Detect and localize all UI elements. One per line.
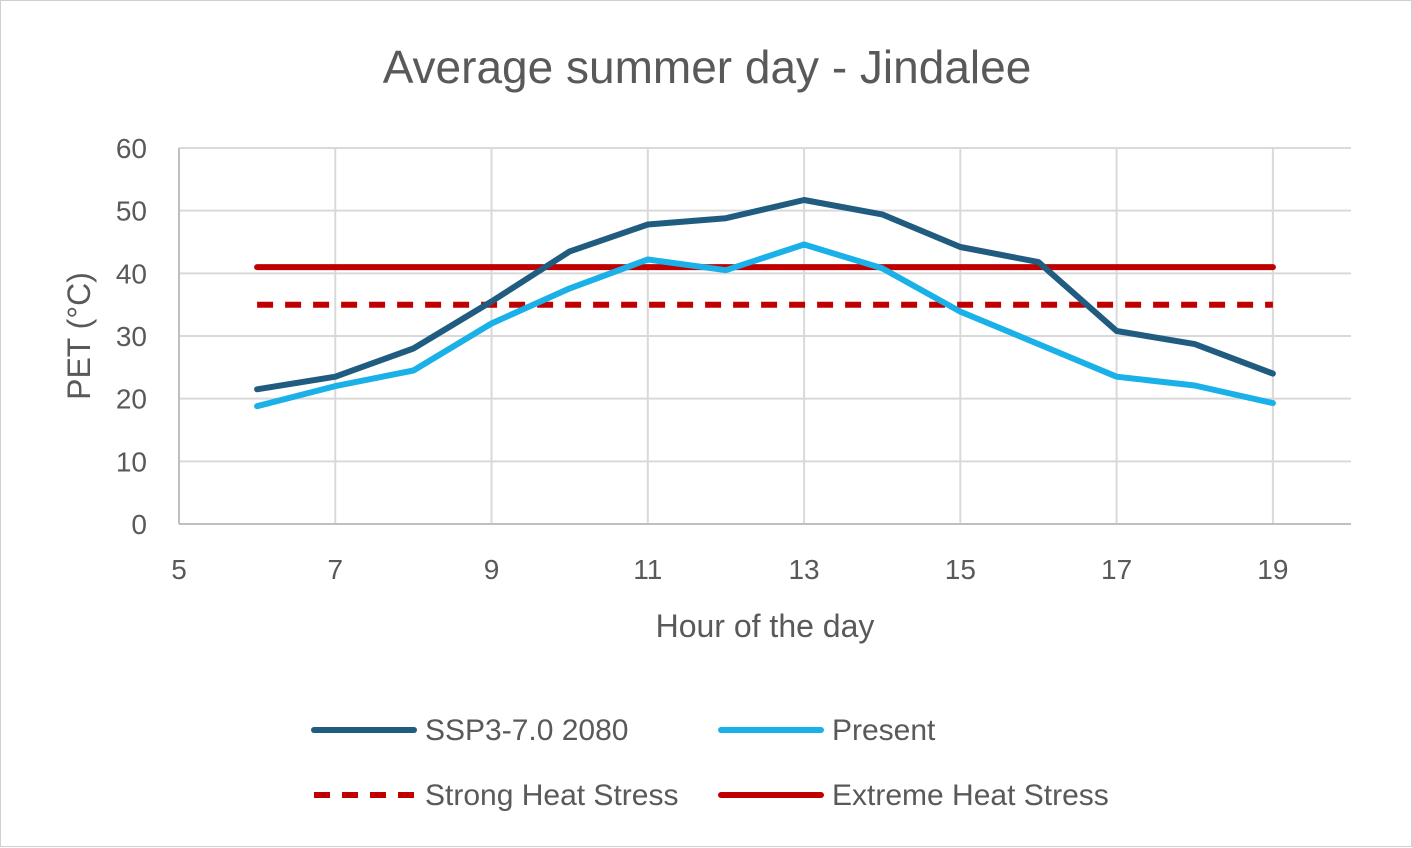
grid <box>179 147 1351 524</box>
y-tick-label: 20 <box>116 384 147 415</box>
legend-label: Strong Heat Stress <box>425 779 678 812</box>
chart-title: Average summer day - Jindalee <box>383 41 1032 93</box>
y-tick-label: 10 <box>116 446 147 477</box>
y-tick-label: 30 <box>116 321 147 352</box>
y-tick-label: 40 <box>116 258 147 289</box>
series-lines <box>254 197 1276 410</box>
legend-item: Present <box>718 714 936 747</box>
legend-label: Present <box>832 714 936 747</box>
y-tick-label: 50 <box>116 196 147 227</box>
x-tick-labels: 5 7 9 11 13 15 17 19 <box>171 554 1288 585</box>
legend-item: SSP3-7.0 2080 <box>311 714 628 747</box>
series-line-present <box>254 241 1276 410</box>
legend-label: Extreme Heat Stress <box>832 779 1109 812</box>
x-tick-label: 15 <box>945 554 976 585</box>
x-tick-label: 11 <box>633 554 662 585</box>
x-axis-title: Hour of the day <box>656 608 875 644</box>
x-tick-label: 9 <box>484 554 500 585</box>
legend-item: Strong Heat Stress <box>314 779 678 812</box>
y-tick-label: 60 <box>116 133 147 164</box>
y-tick-labels: 0 10 20 30 40 50 60 <box>116 133 147 540</box>
x-tick-label: 13 <box>788 554 819 585</box>
legend: SSP3-7.0 2080 Present Strong Heat Stress Ex… <box>311 714 1109 812</box>
legend-label: SSP3-7.0 2080 <box>425 714 628 747</box>
legend-item: Extreme Heat Stress <box>718 779 1109 812</box>
x-tick-label: 17 <box>1101 554 1132 585</box>
y-axis-title: PET (°C) <box>61 272 97 400</box>
axes <box>178 148 1351 525</box>
y-tick-label: 0 <box>131 509 147 540</box>
series-line-ssp3-7-0-2080 <box>254 197 1276 393</box>
x-tick-label: 5 <box>171 554 187 585</box>
x-tick-label: 19 <box>1257 554 1288 585</box>
x-tick-label: 7 <box>327 554 343 585</box>
